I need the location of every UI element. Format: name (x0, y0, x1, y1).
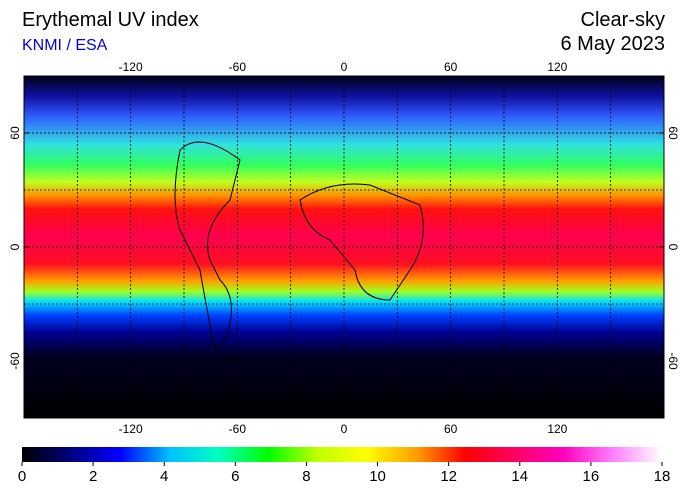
lon-tick-label: -60 (229, 422, 247, 436)
lon-tick-label: -120 (119, 60, 143, 74)
lon-tick-label: 0 (341, 422, 348, 436)
colorbar-tick-label: 4 (160, 468, 168, 485)
source: KNMI / ESA (22, 37, 108, 54)
colorbar-tick-label: 8 (302, 468, 310, 485)
lon-tick-label: 60 (444, 60, 458, 74)
colorbar-tick-label: 14 (511, 468, 528, 485)
colorbar-tick-label: 0 (18, 468, 26, 485)
lat-tick-label: 60 (8, 126, 22, 140)
lat-tick-label: 0 (666, 244, 680, 251)
lat-tick-label: 60 (666, 126, 680, 140)
lat-tick-label: 0 (8, 243, 22, 250)
lat-tick-label: -60 (666, 352, 680, 370)
colorbar (22, 447, 662, 462)
lon-tick-label: 0 (341, 60, 348, 74)
title: Erythemal UV index (22, 9, 199, 31)
lon-tick-label: 120 (547, 422, 567, 436)
date: 6 May 2023 (560, 33, 665, 55)
lat-tick-label: -60 (8, 352, 22, 370)
condition: Clear-sky (581, 9, 665, 31)
colorbar-tick-label: 16 (583, 468, 600, 485)
colorbar-tick-label: 18 (654, 468, 671, 485)
lon-tick-label: -120 (119, 422, 143, 436)
colorbar-tick-label: 6 (231, 468, 239, 485)
lon-tick-label: -60 (229, 60, 247, 74)
coastline (174, 141, 424, 352)
colorbar-tick-label: 2 (89, 468, 97, 485)
colorbar-tick-label: 12 (440, 468, 457, 485)
lon-tick-label: 60 (444, 422, 458, 436)
colorbar-tick-label: 10 (369, 468, 386, 485)
lon-tick-label: 120 (547, 60, 567, 74)
